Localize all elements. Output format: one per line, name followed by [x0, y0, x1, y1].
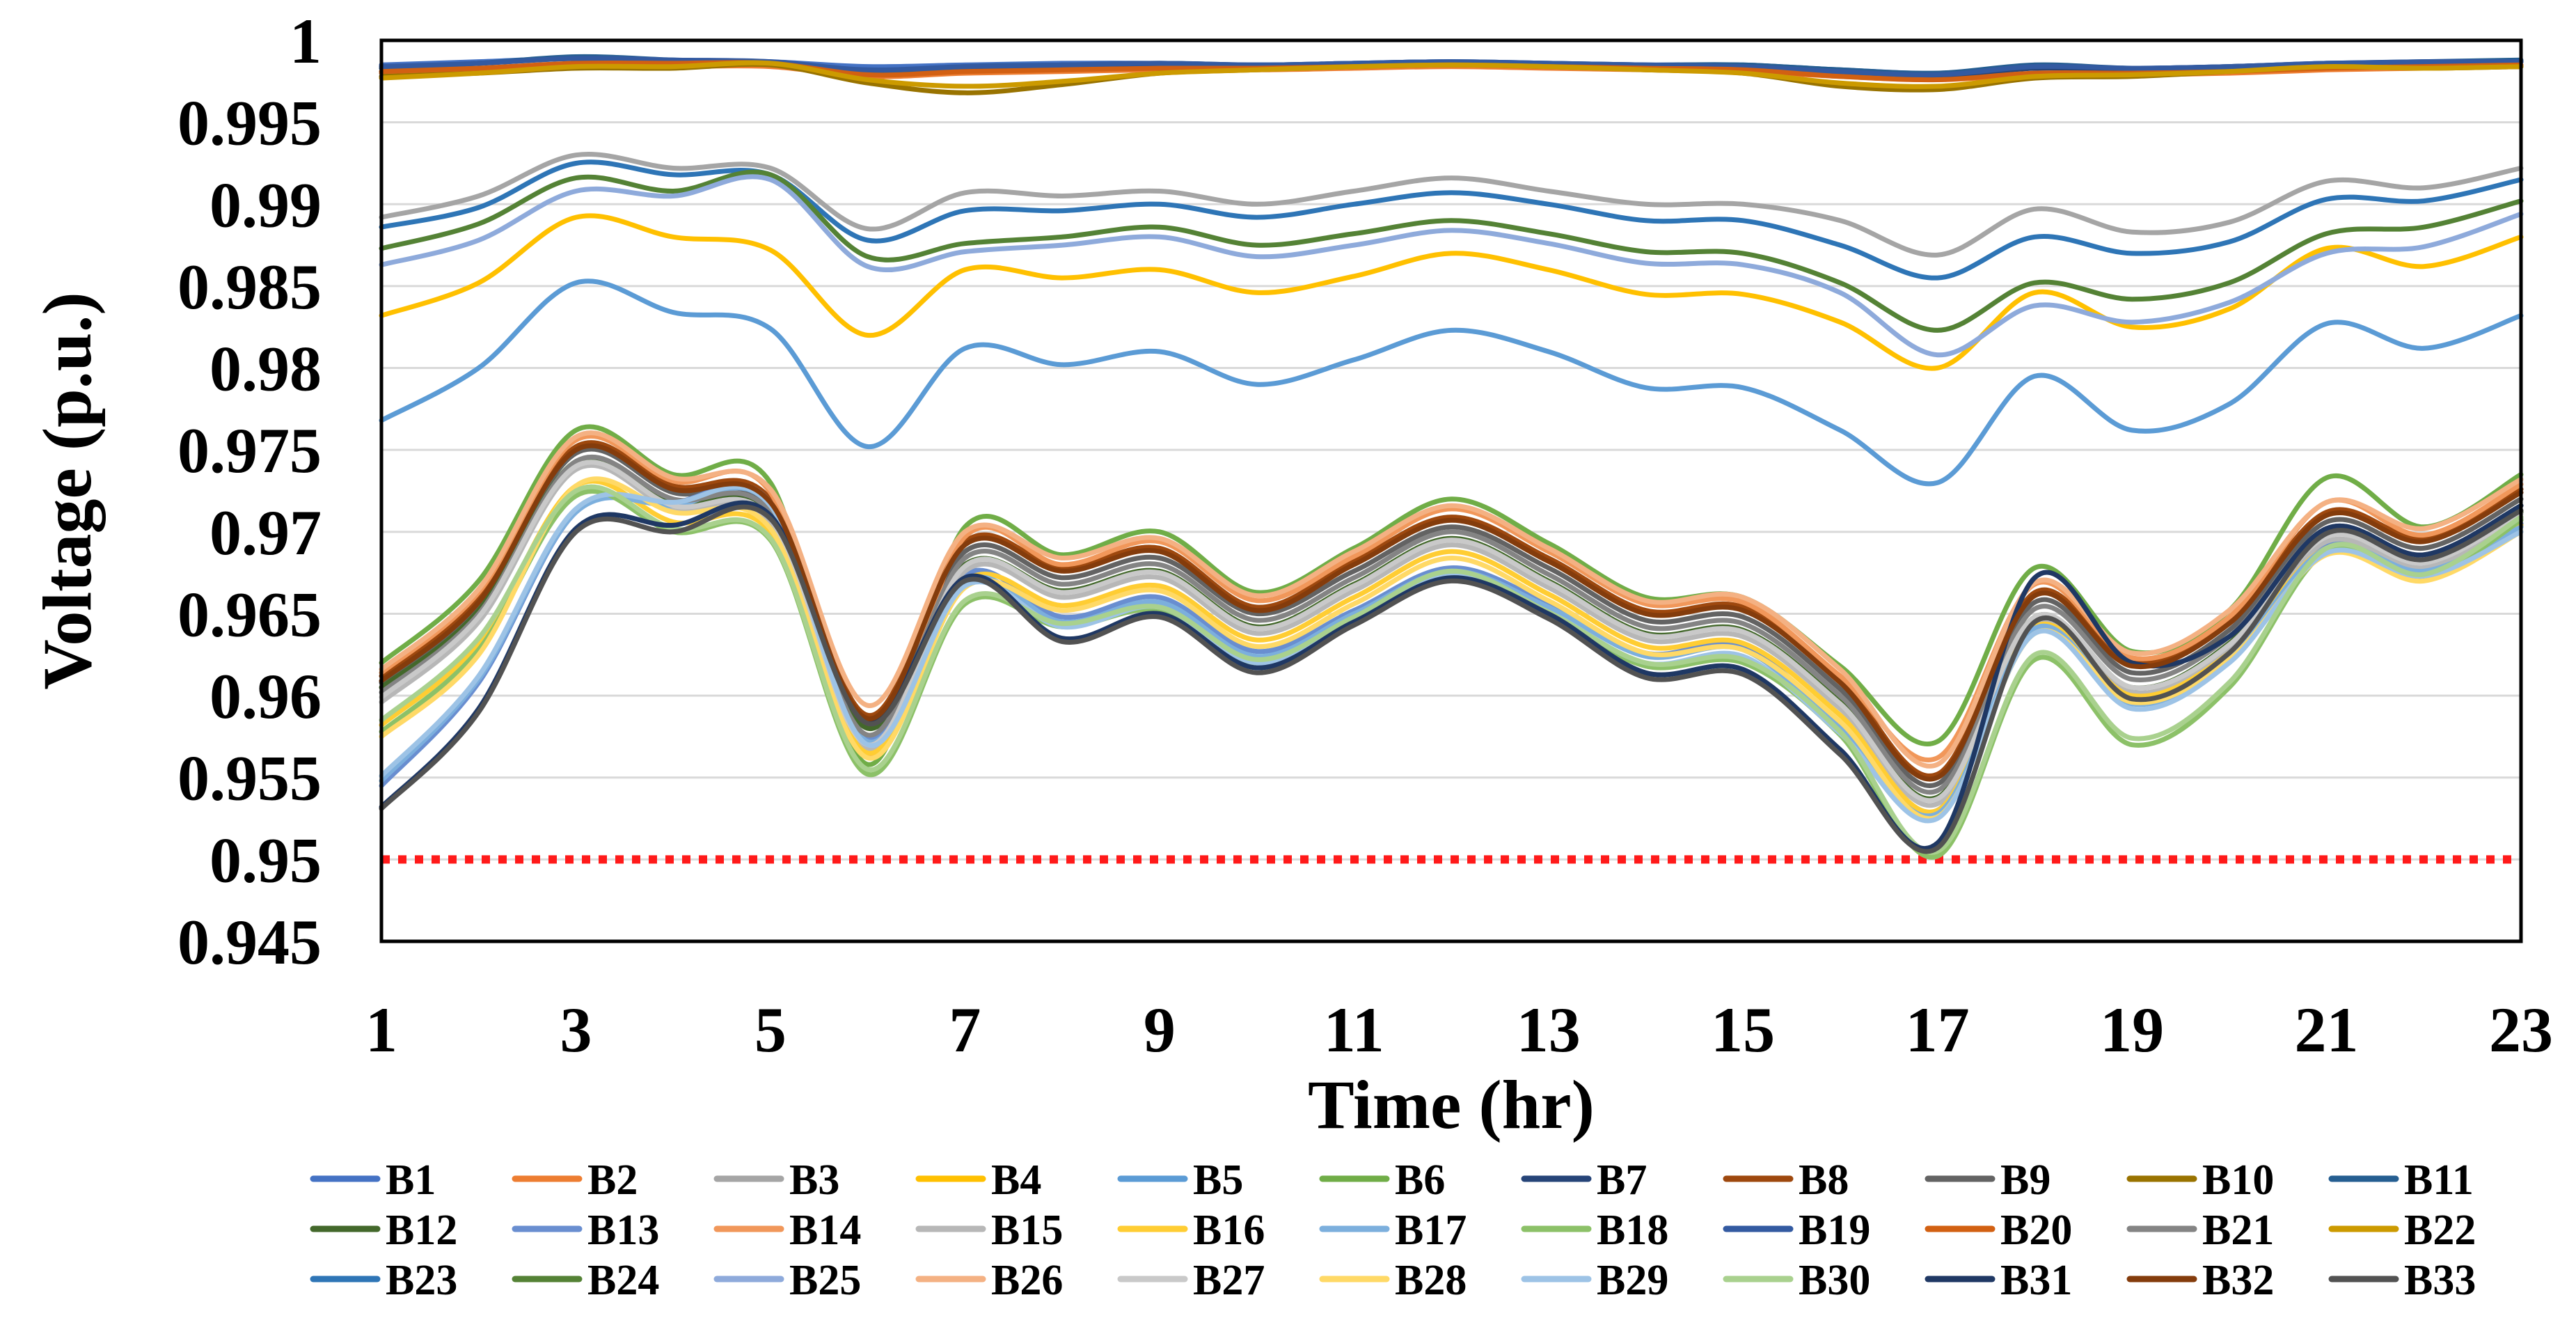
series-line-b23: [379, 159, 2524, 281]
legend-label-b17: B17: [1395, 1207, 1467, 1254]
y-tick-label: 0.975: [177, 415, 322, 486]
y-tick-label: 1: [290, 6, 322, 77]
legend-label-b11: B11: [2404, 1156, 2474, 1204]
x-tick-label: 3: [560, 994, 592, 1065]
legend-label-b2: B2: [587, 1156, 638, 1204]
series-lines: [379, 54, 2524, 860]
legend-label-b28: B28: [1395, 1257, 1467, 1304]
legend-label-b12: B12: [386, 1207, 457, 1254]
legend-label-b29: B29: [1597, 1257, 1668, 1304]
legend-label-b26: B26: [991, 1257, 1063, 1304]
series-line-b3: [379, 151, 2524, 258]
legend-label-b15: B15: [991, 1207, 1063, 1254]
legend-label-b10: B10: [2202, 1156, 2274, 1204]
legend-label-b6: B6: [1395, 1156, 1445, 1204]
legend-label-b18: B18: [1597, 1207, 1668, 1254]
legend-label-b16: B16: [1193, 1207, 1265, 1254]
legend-label-b7: B7: [1597, 1156, 1647, 1204]
legend-label-b24: B24: [587, 1257, 659, 1304]
legend-label-b5: B5: [1193, 1156, 1243, 1204]
legend-label-b27: B27: [1193, 1257, 1265, 1304]
legend-label-b1: B1: [386, 1156, 436, 1204]
x-tick-label: 23: [2489, 994, 2553, 1065]
y-axis-title: Voltage (p.u.): [29, 292, 106, 689]
series-line-b33: [379, 504, 2524, 854]
legend-label-b8: B8: [1799, 1156, 1849, 1204]
x-tick-label: 17: [1906, 994, 1970, 1065]
x-tick-label: 15: [1711, 994, 1775, 1065]
legend-label-b23: B23: [386, 1257, 457, 1304]
series-line-b24: [379, 169, 2524, 333]
x-axis-tick-labels: 1 3 5 7 9 11 13 15 17 19 21 23: [365, 994, 2553, 1065]
y-tick-label: 0.945: [177, 907, 322, 978]
x-tick-label: 9: [1144, 994, 1176, 1065]
y-tick-label: 0.95: [210, 824, 322, 895]
legend-label-b22: B22: [2404, 1207, 2476, 1254]
legend-label-b3: B3: [789, 1156, 839, 1204]
plot-area-border: [379, 38, 2523, 943]
x-tick-label: 11: [1324, 994, 1384, 1065]
y-tick-label: 0.985: [177, 251, 322, 322]
legend-label-b13: B13: [587, 1207, 659, 1254]
series-line-b5: [379, 279, 2524, 487]
series-line-b4: [379, 213, 2524, 371]
y-tick-label: 0.995: [177, 88, 322, 159]
series-line-b30: [379, 484, 2524, 855]
y-tick-label: 0.99: [210, 169, 322, 240]
series-line-b32: [379, 443, 2524, 782]
legend-label-b31: B31: [2000, 1257, 2072, 1304]
legend-label-b14: B14: [789, 1207, 861, 1254]
x-axis-title: Time (hr): [1308, 1066, 1595, 1143]
legend-label-b4: B4: [991, 1156, 1041, 1204]
series-line-b25: [379, 174, 2524, 358]
legend-label-b9: B9: [2000, 1156, 2050, 1204]
series-line-b27: [379, 460, 2524, 803]
y-axis-tick-labels: 0.945 0.95 0.955 0.96 0.965 0.97 0.975 0.98 0.98…: [177, 6, 322, 978]
series-line-b21: [379, 454, 2524, 795]
legend-label-b19: B19: [1799, 1207, 1870, 1254]
y-tick-label: 0.965: [177, 579, 322, 650]
legend-label-b21: B21: [2202, 1207, 2274, 1254]
y-tick-label: 0.955: [177, 743, 322, 814]
legend-label-b20: B20: [2000, 1207, 2072, 1254]
legend-label-b30: B30: [1799, 1257, 1870, 1304]
legend-label-b33: B33: [2404, 1257, 2476, 1304]
series-line-b31: [379, 500, 2524, 851]
x-tick-label: 19: [2100, 994, 2164, 1065]
y-tick-label: 0.98: [210, 334, 322, 405]
x-tick-label: 13: [1517, 994, 1581, 1065]
series-line-b26: [379, 430, 2524, 769]
y-tick-label: 0.96: [210, 661, 322, 732]
x-tick-label: 7: [949, 994, 981, 1065]
series-line-b22: [379, 60, 2524, 89]
series-line-b16: [379, 478, 2524, 815]
legend-label-b32: B32: [2202, 1257, 2274, 1304]
x-tick-label: 1: [365, 994, 397, 1065]
y-tick-label: 0.97: [210, 497, 322, 568]
x-tick-label: 21: [2295, 994, 2359, 1065]
x-tick-label: 5: [754, 994, 787, 1065]
legend-label-b25: B25: [789, 1257, 861, 1304]
